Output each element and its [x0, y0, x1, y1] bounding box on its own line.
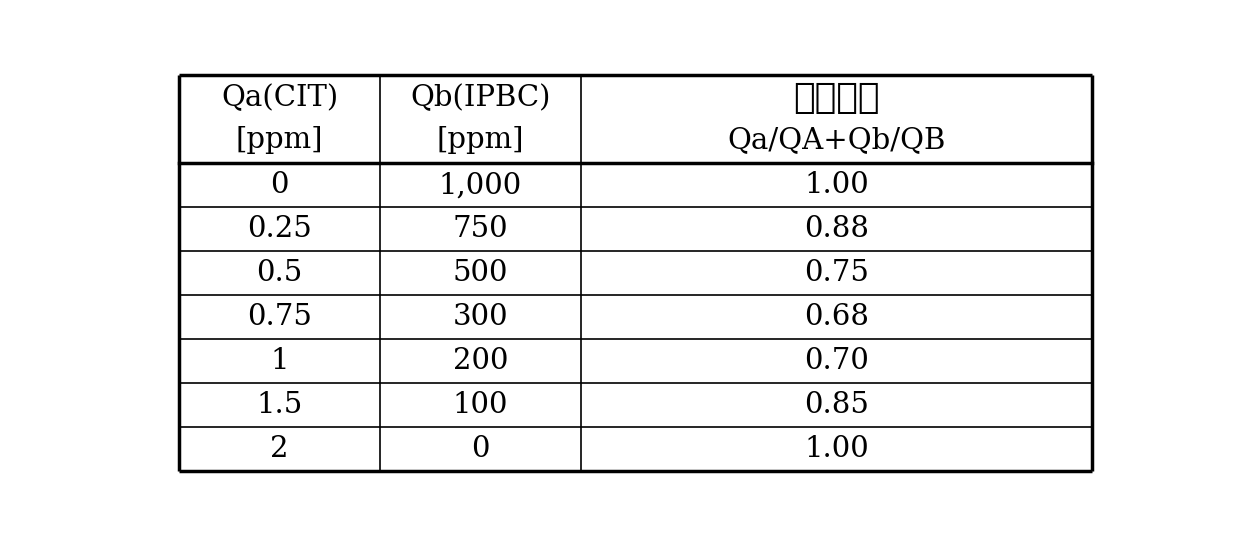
Text: 协同系数: 协同系数 — [794, 81, 879, 115]
Text: 1.00: 1.00 — [804, 435, 869, 463]
Text: 750: 750 — [453, 215, 508, 243]
Text: 2: 2 — [270, 435, 289, 463]
Text: 0.70: 0.70 — [804, 347, 869, 375]
Text: Qb(IPBC): Qb(IPBC) — [410, 84, 551, 112]
Text: 0: 0 — [270, 171, 289, 199]
Text: 0.75: 0.75 — [247, 303, 312, 331]
Text: 1.5: 1.5 — [257, 391, 303, 419]
Text: 200: 200 — [453, 347, 508, 375]
Text: 1.00: 1.00 — [804, 171, 869, 199]
Text: 100: 100 — [453, 391, 508, 419]
Text: Qa(CIT): Qa(CIT) — [221, 84, 339, 112]
Text: 0: 0 — [471, 435, 490, 463]
Text: 0.85: 0.85 — [804, 391, 869, 419]
Text: [ppm]: [ppm] — [236, 127, 324, 154]
Text: [ppm]: [ppm] — [436, 127, 525, 154]
Text: 0.5: 0.5 — [257, 259, 303, 287]
Text: 0.88: 0.88 — [804, 215, 869, 243]
Text: 1,000: 1,000 — [439, 171, 522, 199]
Text: 300: 300 — [453, 303, 508, 331]
Text: 0.25: 0.25 — [247, 215, 311, 243]
Text: Qa/QA+Qb/QB: Qa/QA+Qb/QB — [727, 127, 946, 154]
Text: 500: 500 — [453, 259, 508, 287]
Text: 1: 1 — [270, 347, 289, 375]
Text: 0.75: 0.75 — [804, 259, 869, 287]
Text: 0.68: 0.68 — [804, 303, 869, 331]
